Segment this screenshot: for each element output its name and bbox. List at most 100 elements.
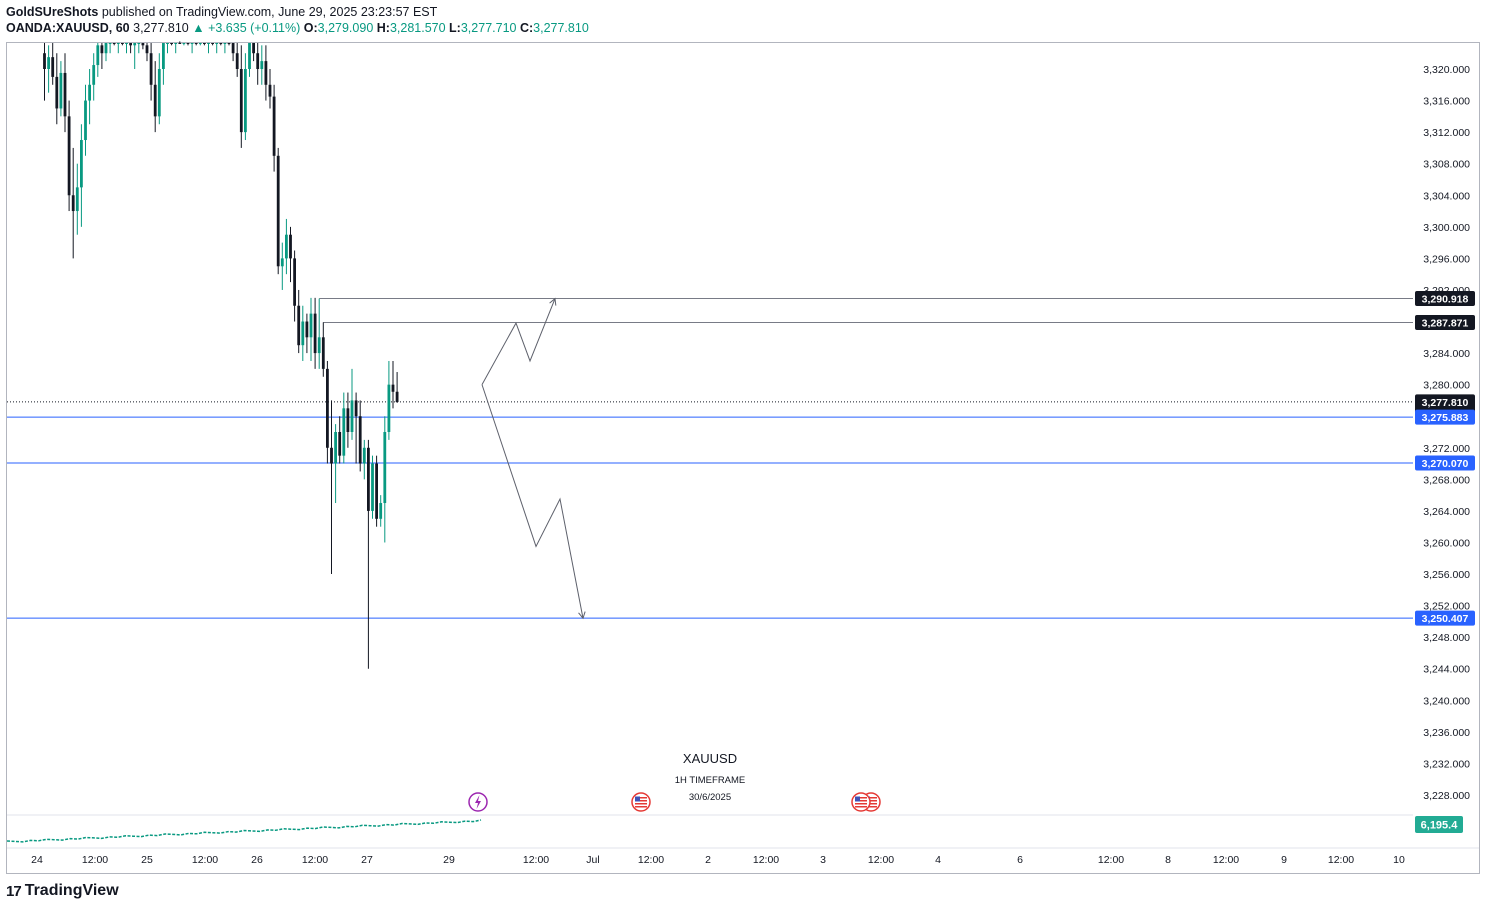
price-axis-label: 3,290.918 (1415, 290, 1475, 306)
candle (211, 43, 214, 46)
y-tick-label: 3,256.000 (1423, 569, 1470, 581)
candle (387, 360, 391, 440)
y-tick-label: 3,228.000 (1423, 790, 1470, 802)
x-tick-label: 12:00 (523, 854, 549, 866)
x-tick-label: 10 (1393, 854, 1405, 866)
candle (239, 45, 243, 148)
candle (260, 45, 264, 85)
y-tick-label: 3,268.000 (1423, 474, 1470, 486)
projection-path-up[interactable] (481, 298, 556, 385)
candle (367, 439, 370, 669)
svg-text:3,270.070: 3,270.070 (1422, 458, 1469, 470)
candle (321, 322, 325, 377)
candle (305, 313, 309, 354)
candle (256, 43, 260, 85)
x-tick-label: 12:00 (868, 854, 894, 866)
candle (43, 43, 46, 101)
candle (248, 43, 251, 77)
candle (190, 43, 194, 54)
candle (207, 43, 210, 54)
candle (55, 53, 59, 125)
tradingview-brand[interactable]: 17 TradingView (6, 882, 119, 900)
annotation-timeframe: 1H TIMEFRAME (675, 775, 746, 786)
candle (313, 297, 317, 369)
candle (371, 455, 374, 519)
candle (309, 297, 313, 361)
y-tick-label: 3,312.000 (1423, 127, 1470, 139)
projection-path-up-arrowhead (549, 297, 557, 306)
x-tick-label: 26 (251, 854, 263, 866)
x-tick-label: 12:00 (1328, 854, 1354, 866)
candle (317, 298, 321, 369)
candle (108, 43, 112, 54)
tradingview-logo-icon: 17 (6, 882, 22, 900)
candle (268, 69, 272, 109)
candle (100, 43, 104, 69)
candle (383, 416, 387, 543)
us-flag-icon[interactable] (631, 792, 651, 812)
candle (194, 43, 198, 46)
candle (63, 53, 67, 133)
candle (112, 43, 116, 46)
candle (219, 43, 223, 46)
projection-path-down[interactable] (481, 384, 584, 619)
candle (235, 43, 239, 77)
x-tick-label: 12:00 (753, 854, 779, 866)
candle (198, 43, 202, 46)
candle (145, 43, 149, 62)
author-name[interactable]: GoldSUreShots (6, 5, 99, 19)
y-tick-label: 3,272.000 (1423, 443, 1470, 455)
candle (342, 392, 346, 464)
candle (358, 400, 362, 472)
us-flag-icon[interactable] (851, 792, 871, 812)
candle (104, 43, 108, 62)
candle (285, 218, 288, 275)
y-tick-label: 3,236.000 (1423, 727, 1470, 739)
candle (379, 495, 383, 527)
price-axis-label: 3,287.871 (1415, 315, 1475, 331)
y-tick-label: 3,248.000 (1423, 632, 1470, 644)
candle (338, 416, 342, 464)
x-tick-label: 12:00 (1213, 854, 1239, 866)
x-tick-label: 2 (705, 854, 711, 866)
x-tick-label: Jul (586, 854, 599, 866)
last-price: 3,277.810 (133, 21, 189, 35)
candle (178, 41, 182, 44)
candle (88, 69, 91, 125)
y-tick-label: 3,300.000 (1423, 222, 1470, 234)
y-tick-label: 3,244.000 (1423, 664, 1470, 676)
svg-text:3,275.883: 3,275.883 (1422, 412, 1469, 424)
candle (330, 400, 333, 575)
candle (182, 43, 186, 46)
lightning-icon[interactable] (468, 792, 488, 812)
candle (59, 61, 63, 117)
candle (157, 53, 161, 125)
high-value: 3,281.570 (389, 21, 446, 35)
x-tick-label: 27 (361, 854, 373, 866)
candle (75, 163, 79, 235)
candle (170, 43, 173, 46)
y-tick-label: 3,304.000 (1423, 190, 1470, 202)
svg-text:3,290.918: 3,290.918 (1422, 293, 1469, 305)
published-text: published on TradingView.com, June 29, 2… (101, 5, 438, 19)
candle (133, 43, 137, 69)
x-tick-label: 12:00 (192, 854, 218, 866)
annotation-title: XAUUSD (683, 751, 737, 766)
symbol-label[interactable]: OANDA:XAUUSD, 60 (6, 21, 130, 35)
volume-line (6, 819, 482, 843)
y-tick-label: 3,320.000 (1423, 64, 1470, 76)
candle (362, 439, 366, 480)
projection-path-down-arrowhead (578, 611, 586, 620)
candle (141, 43, 145, 50)
tradingview-wordmark: TradingView (24, 882, 119, 899)
candle (186, 43, 190, 46)
candle (395, 372, 399, 403)
candle (293, 250, 296, 322)
y-tick-label: 3,308.000 (1423, 159, 1470, 171)
candle (244, 53, 247, 141)
candle (125, 43, 128, 54)
x-tick-label: 24 (31, 854, 43, 866)
y-tick-label: 3,232.000 (1423, 758, 1470, 770)
annotation-date: 30/6/2025 (689, 792, 731, 803)
